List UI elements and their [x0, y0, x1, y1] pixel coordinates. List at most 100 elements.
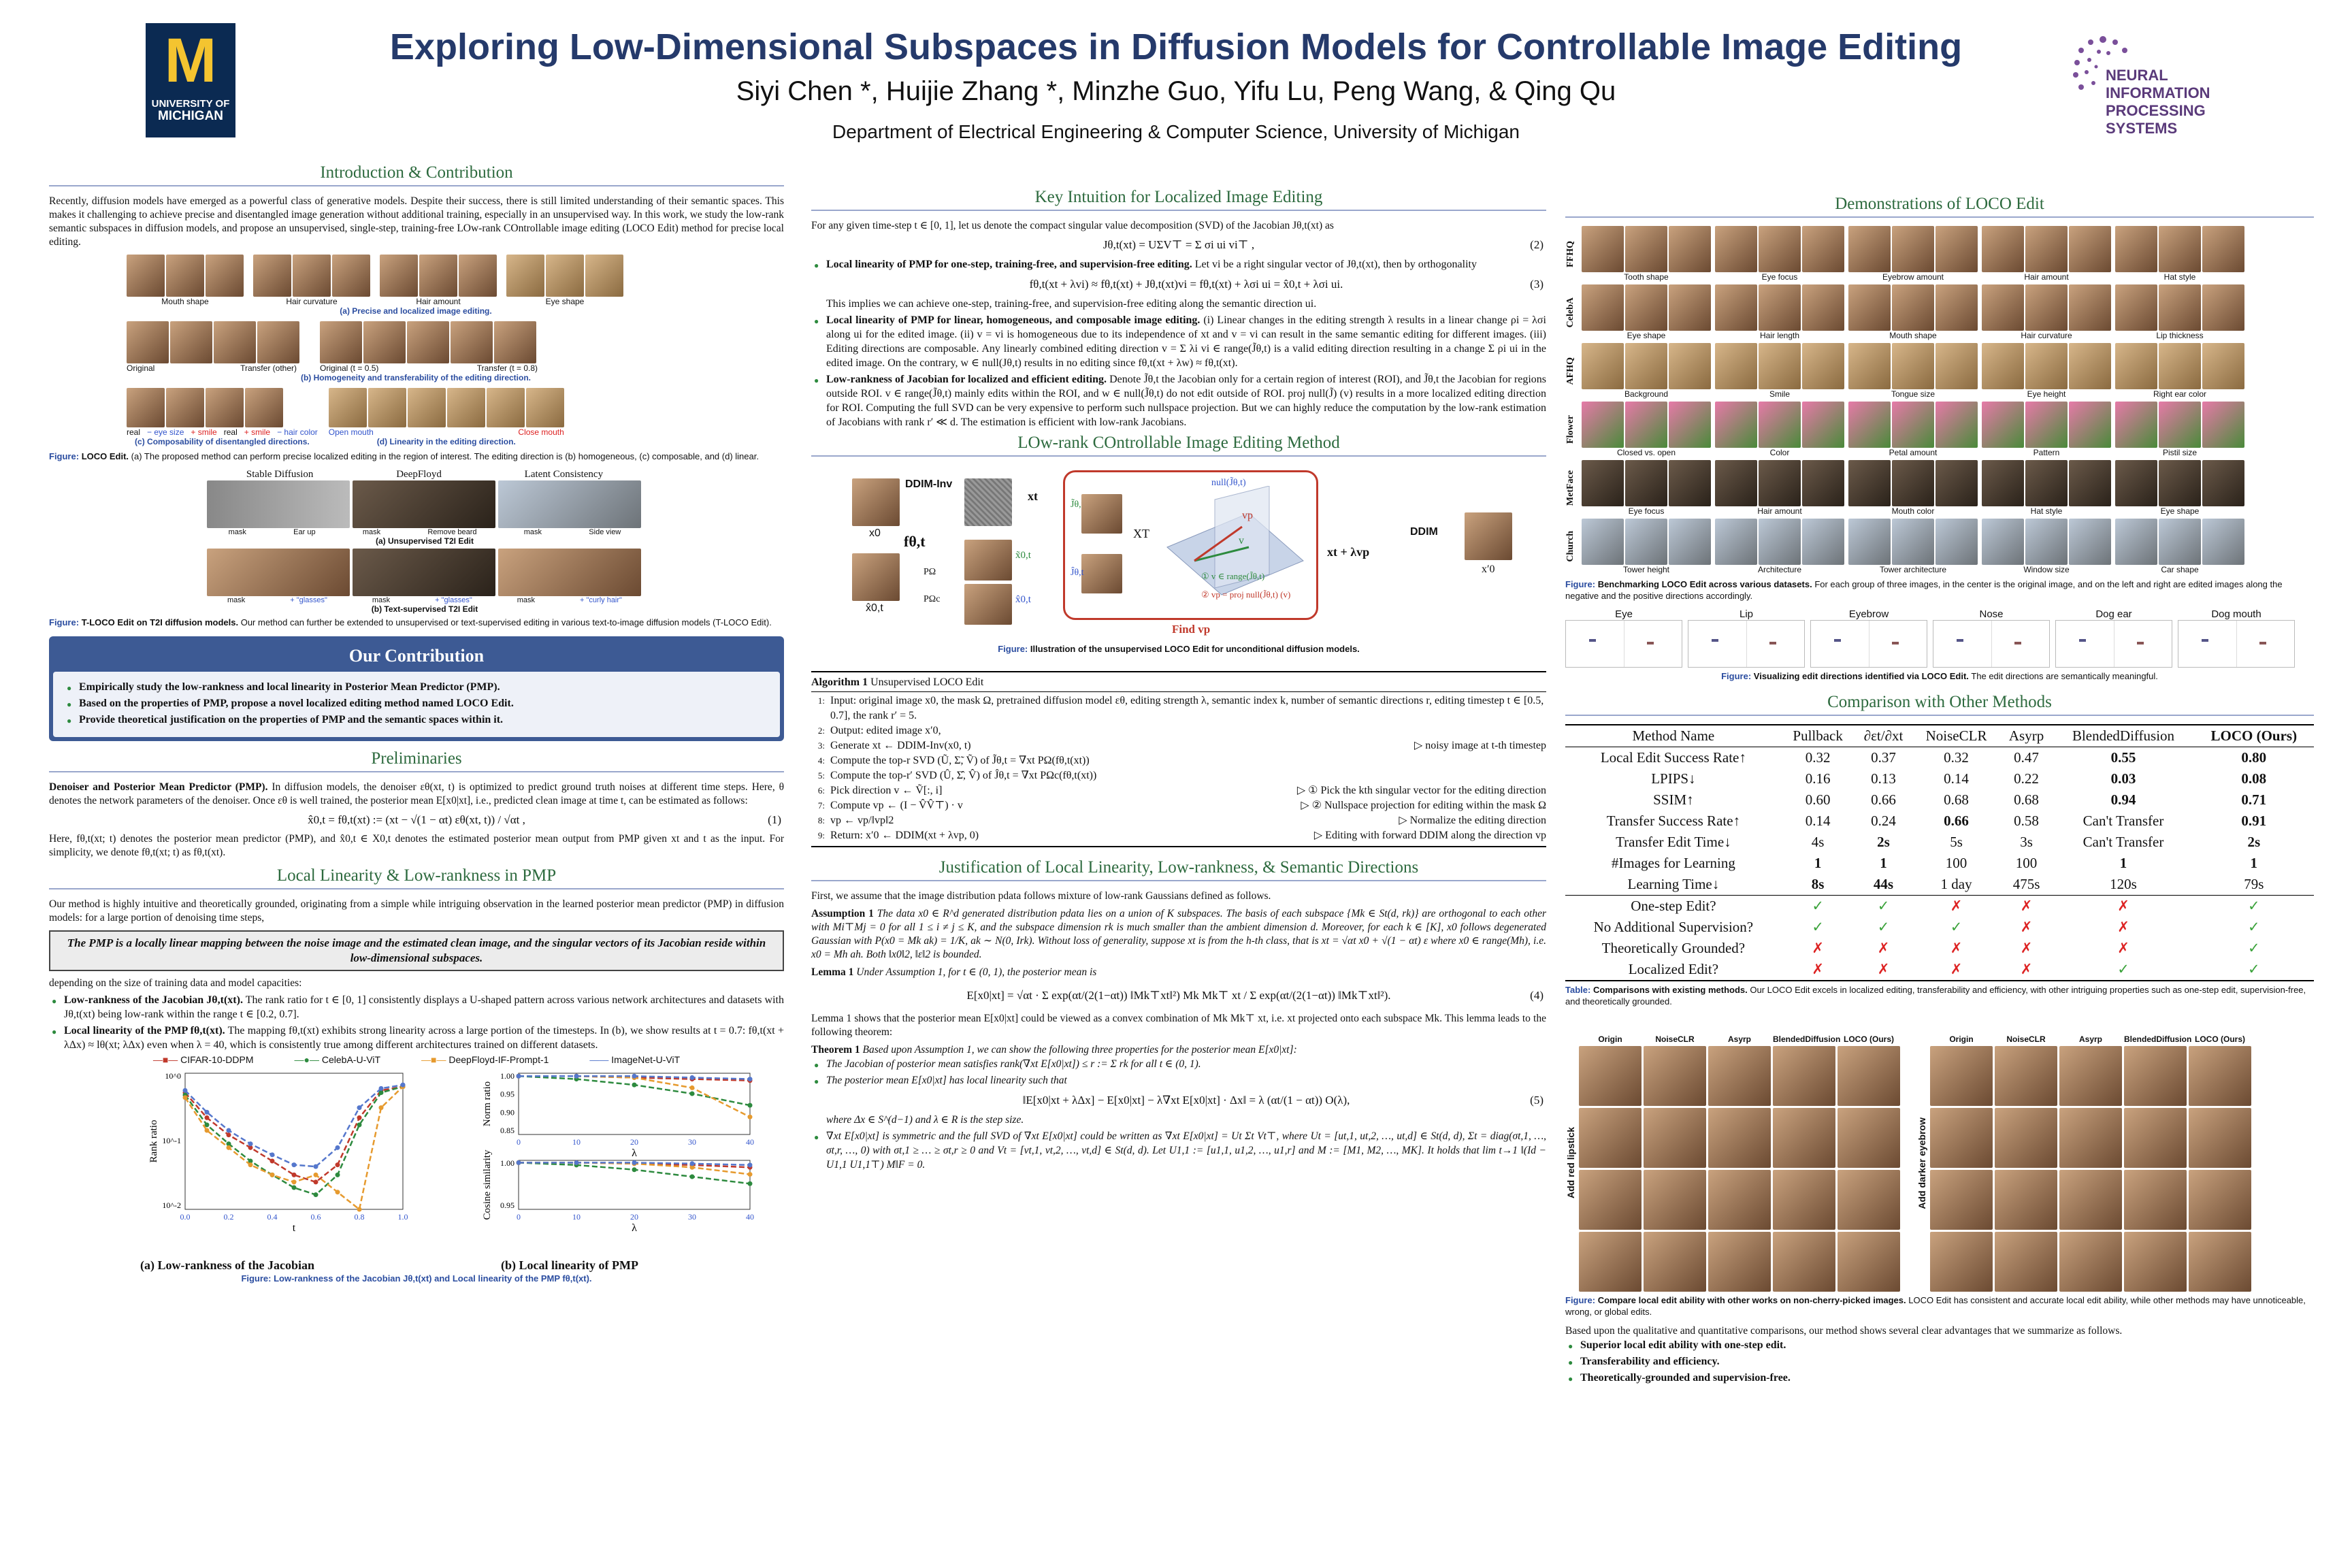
algorithm-line: 7: Compute vp ← (I − V̂V̂⊤) · v ▷ ② Nullsp…: [817, 800, 1546, 811]
demo-row: AFHQ Background Smile Tongue size Eye height…: [1565, 343, 2314, 399]
predicted-image: [852, 553, 900, 601]
data-point: [270, 1172, 275, 1177]
demo-row: Flower Closed vs. open Color Petal amount Pa…: [1565, 402, 2314, 457]
vis-caption: Figure: Visualizing edit directions iden…: [1721, 671, 2158, 681]
contribution-item: Empirically study the low-rankness and l…: [64, 680, 769, 696]
theorem-bullets: The Jacobian of posterior mean satisfies…: [811, 1057, 1546, 1172]
data-point: [516, 1073, 521, 1079]
edit-label: Pistil size: [2162, 448, 2197, 457]
edit-label: Mouth shape: [1889, 331, 1937, 340]
contribution-heading: Our Contribution: [348, 646, 485, 666]
x-tick-label: 10: [572, 1212, 581, 1222]
edit-label: Hair amount: [2024, 272, 2069, 282]
demo-heading: Demonstrations of LOCO Edit: [1565, 195, 2314, 218]
algorithm-line: 8: vp ← vp/‖vp‖2 ▷ Normalize the editing d…: [817, 815, 1546, 826]
edit-label: Tower height: [1622, 565, 1670, 574]
data-point: [747, 1077, 753, 1082]
equation-4: E[x0|xt] = √αt · Σ exp(αt/(2(1−αt)) ‖Mk⊤…: [966, 989, 1544, 1002]
demo-grid: FFHQ Tooth shape Eye focus Eyebrow amount Ha…: [1565, 226, 2314, 574]
x-tick-label: 0.4: [267, 1212, 278, 1222]
data-point: [291, 1172, 297, 1177]
x-tick-label: 0.2: [224, 1212, 234, 1222]
series-line: [184, 1083, 404, 1168]
dataset-label: CelebA: [1565, 297, 1575, 328]
demo-group: Window size: [1982, 519, 2111, 574]
data-point: [248, 1141, 253, 1147]
data-point: [747, 1172, 753, 1177]
demo-row: CelebA Eye shape Hair length Mouth shape Hai…: [1565, 284, 2314, 340]
dataset-label: FFHQ: [1565, 240, 1575, 267]
demo-group: Mouth color: [1848, 460, 1978, 516]
table-header: NoiseCLR: [1925, 728, 1987, 744]
algorithm-line: 9: Return: x′0 ← DDIM(xt + λvp, 0) ▷ Editi…: [817, 830, 1546, 841]
x-tick-label: 30: [688, 1212, 696, 1222]
method-diagram: x0 x̂0,t DDIM-Inv fθ,t xt PΩ PΩc x̃0,t x…: [811, 465, 1546, 636]
demo-group: Pattern: [1982, 402, 2111, 457]
series-line: [518, 1075, 751, 1107]
column-left: Introduction & Contribution Recently, di…: [49, 163, 784, 1284]
edit-direction-panel: Eyebrow: [1810, 608, 1927, 668]
demo-group: Background: [1582, 343, 1711, 399]
y-tick-label: 0.95: [500, 1090, 514, 1099]
data-point: [248, 1158, 253, 1164]
table-row: #Images for Learning 1 1 100 100 1 1: [1611, 855, 2258, 871]
dataset-label: AFHQ: [1565, 357, 1575, 385]
y-tick-label: 0.85: [500, 1126, 514, 1135]
data-point: [313, 1164, 318, 1169]
x-tick-label: 0.8: [355, 1212, 365, 1222]
edit-label: Window size: [2023, 565, 2070, 574]
data-point: [516, 1160, 521, 1165]
algorithm-line: 1: Input: original image x0, the mask Ω, …: [817, 695, 1544, 721]
edit-label: Eyebrow amount: [1882, 272, 1944, 282]
table-row: No Additional Supervision? ✓ ✓ ✓ ✗ ✗ ✓: [1593, 919, 2260, 935]
edit-label: Eye shape: [1627, 331, 1666, 340]
table-row: Localized Edit? ✗ ✗ ✗ ✗ ✓ ✓: [1565, 959, 2314, 981]
complement-image: [964, 584, 1012, 625]
data-point: [248, 1162, 253, 1168]
dataset-label: Flower: [1565, 415, 1575, 444]
y-axis-label: Cosine similarity: [482, 1149, 493, 1220]
data-point: [204, 1122, 210, 1128]
edit-direction-panel: Lip: [1688, 608, 1805, 668]
data-point: [204, 1109, 210, 1115]
poster-header: M UNIVERSITY OF MICHIGAN Exploring Low-D…: [0, 0, 2352, 163]
table-row: Learning Time↓ 8s 44s 1 day 475s 120s 79s: [1627, 876, 2264, 892]
x-tick-label: 40: [746, 1137, 754, 1147]
chart-legend: —■— CIFAR-10-DDPM —●— CelebA-U-ViT —■— D…: [152, 1054, 681, 1065]
edit-direction-panel: Nose: [1933, 608, 2050, 668]
x-tick-label: 30: [688, 1137, 696, 1147]
table-header: ∂εt/∂xt: [1863, 728, 1904, 744]
poster-title: Exploring Low-Dimensional Subspaces in D…: [389, 27, 1963, 67]
table-row: Transfer Edit Time↓ 4s 2s 5s 3s Can't Transfe…: [1616, 834, 2261, 850]
y-axis-label: Rank ratio: [148, 1120, 159, 1163]
noisy-image: [964, 478, 1012, 526]
data-point: [357, 1105, 362, 1111]
y-tick-label: 1.00: [500, 1071, 514, 1081]
y-axis-label: Norm ratio: [482, 1081, 493, 1126]
x-tick-label: 0: [517, 1212, 521, 1222]
x-tick-label: 40: [746, 1212, 754, 1222]
data-point: [182, 1095, 188, 1100]
data-point: [291, 1162, 297, 1168]
author-list: Siyi Chen *, Huijie Zhang *, Minzhe Guo,…: [736, 76, 1616, 106]
demo-group: Petal amount: [1848, 402, 1978, 457]
x-axis-label: λ: [632, 1222, 637, 1234]
algorithm-line: 2: Output: edited image x′0,: [817, 725, 941, 736]
data-point: [226, 1145, 231, 1150]
table-row: LPIPS↓ 0.16 0.13 0.14 0.22 0.03 0.08: [1651, 770, 2267, 787]
data-point: [357, 1207, 362, 1212]
neurips-logo: NEURAL INFORMATION PROCESSING SYSTEMS: [2069, 27, 2232, 143]
edit-label: Background: [1624, 389, 1669, 399]
fig-rank-linearity: —■— CIFAR-10-DDPM —●— CelebA-U-ViT —■— D…: [49, 1054, 784, 1258]
demo-group: Hair amount: [1715, 460, 1844, 516]
algorithm-line: 5: Compute the top-r′ SVD (Û, Σ̂, V̂) of …: [817, 770, 1097, 781]
series-line: [519, 1075, 751, 1118]
intro-text: Recently, diffusion models have emerged …: [49, 195, 784, 248]
algorithm-line: 4: Compute the top-r SVD (Ũ, Σ̃, Ṽ) of J̃…: [817, 755, 1090, 766]
x-axis-label: λ: [632, 1147, 637, 1159]
edit-label: Hair amount: [1757, 506, 1802, 516]
data-point: [689, 1085, 695, 1090]
demo-group: Closed vs. open: [1582, 402, 1711, 457]
fig-loco-edit: Mouth shape Hair curvature Hair amount E…: [127, 255, 705, 446]
faces-caption: Figure: Compare local edit ability with …: [1565, 1295, 2306, 1317]
